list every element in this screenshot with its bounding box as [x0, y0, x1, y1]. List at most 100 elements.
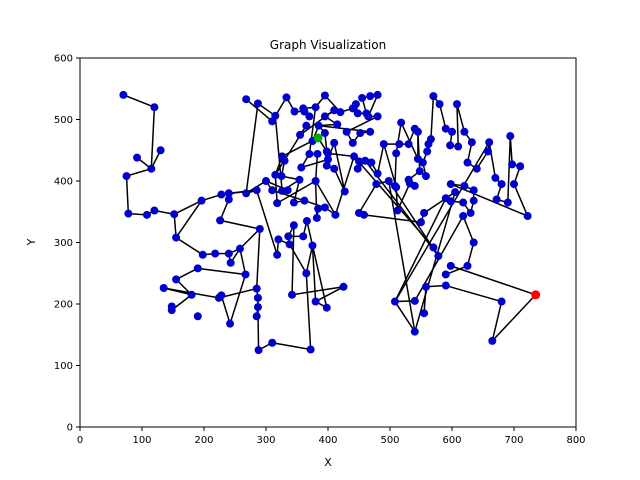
graph-node-94: [348, 138, 357, 147]
graph-node-79: [305, 112, 314, 121]
y-tick-label: 300: [54, 238, 73, 249]
graph-edge-197: [491, 294, 537, 342]
graph-edge-191: [394, 301, 416, 333]
y-tick-label: 100: [54, 361, 73, 372]
graph-node-143: [435, 100, 444, 109]
graph-node-144: [441, 124, 450, 133]
graph-node-33: [252, 186, 261, 195]
graph-node-86: [353, 109, 362, 118]
graph-edge-41: [272, 342, 311, 351]
graph-node-5: [150, 206, 159, 215]
graph-node-93: [342, 127, 351, 136]
graph-node-115: [340, 187, 349, 196]
graph-node-123: [395, 140, 404, 149]
graph-node-191: [497, 297, 506, 306]
x-tick-label: 100: [132, 435, 151, 446]
graph-node-158: [503, 198, 512, 207]
graph-edge-70: [314, 153, 319, 182]
x-tick-label: 200: [194, 435, 213, 446]
graph-edge-218: [334, 156, 355, 216]
graph-node-187: [410, 327, 419, 336]
graph-node-112: [324, 149, 332, 158]
x-tick-label: 500: [380, 435, 399, 446]
y-axis-ticks: 0 100 200 300 400 500 600: [54, 54, 80, 434]
graph-edge-131: [513, 183, 529, 217]
graph-edge-187: [466, 242, 475, 267]
graph-node-17: [224, 249, 233, 258]
graph-node-0: [119, 90, 128, 99]
graph-node-134: [410, 181, 419, 190]
graph-node-82: [320, 91, 329, 100]
graph-node-103: [330, 138, 339, 147]
graph-node-100: [320, 129, 329, 138]
graph-edge-193: [423, 286, 427, 314]
chart-title: Graph Visualization: [270, 38, 386, 52]
graph-node-50: [306, 345, 315, 354]
graph-edge-0: [123, 94, 155, 108]
graph-edge-5: [125, 176, 130, 214]
graph-node-150: [467, 138, 476, 147]
graph-edge-196: [491, 301, 503, 342]
graph-node-183: [469, 238, 478, 247]
graph-node-57: [314, 204, 323, 213]
graph-node-38: [253, 303, 262, 312]
graph-node-32: [242, 189, 251, 198]
graph-node-136: [415, 167, 424, 176]
graph-node-102: [324, 155, 332, 164]
graph-node-55: [302, 216, 311, 225]
graph-edge-198: [450, 265, 536, 296]
graph-node-141: [426, 135, 435, 144]
graph-node-152: [472, 164, 481, 173]
x-tick-label: 0: [77, 435, 83, 446]
graph-node-159: [506, 132, 515, 141]
graph-node-129: [392, 149, 401, 158]
graph-edge-26: [175, 267, 199, 281]
graph-edge-15: [175, 200, 203, 239]
graph-node-163: [523, 212, 532, 221]
graph-node-80: [299, 104, 308, 113]
graph-node-37: [253, 293, 262, 302]
graph-node-160: [508, 160, 517, 169]
graph-node-70: [289, 198, 298, 207]
graph-node-165: [460, 181, 469, 190]
graph-node-172: [451, 188, 460, 197]
graph-edge-76: [333, 168, 346, 192]
graph-node-188: [420, 309, 429, 318]
graph-node-192: [488, 336, 497, 345]
y-tick-label: 600: [54, 54, 73, 65]
graph-edge-221: [414, 191, 456, 332]
graph-node-25: [193, 312, 202, 321]
graph-node-145: [448, 127, 456, 136]
graph-edge-53: [255, 189, 278, 256]
plot-area: [119, 90, 541, 355]
graph-edge-149: [245, 98, 273, 122]
graph-node-41: [268, 338, 277, 347]
graph-edge-44: [311, 245, 317, 302]
graph-node-96: [366, 127, 375, 136]
graph-node-137: [421, 172, 430, 181]
graph-node-162: [510, 180, 518, 189]
graph-node-92: [373, 112, 382, 121]
graph-node-48: [299, 232, 308, 241]
graph-node-24: [167, 306, 176, 315]
graph-edge-84: [327, 152, 355, 158]
graph-node-182: [463, 261, 472, 270]
graph-edge-45: [315, 286, 344, 303]
graph-node-49: [302, 269, 311, 278]
graph-edge-98: [394, 153, 397, 186]
graph-edge-73: [301, 158, 329, 169]
graph-node-109: [297, 163, 306, 172]
graph-node-77: [290, 107, 299, 116]
graph-node-107: [296, 130, 305, 139]
graph-node-66: [277, 172, 286, 181]
graph-node-113: [322, 161, 331, 170]
graph-node-176: [355, 208, 363, 217]
graph-node-179: [429, 243, 438, 252]
y-tick-label: 0: [67, 423, 73, 434]
graph-node-67: [295, 175, 304, 184]
graph-edge-112: [438, 103, 447, 129]
graph-node-61: [273, 199, 282, 208]
x-tick-label: 300: [256, 435, 275, 446]
graph-node-65: [280, 156, 289, 165]
graph-edge-43: [305, 245, 314, 274]
